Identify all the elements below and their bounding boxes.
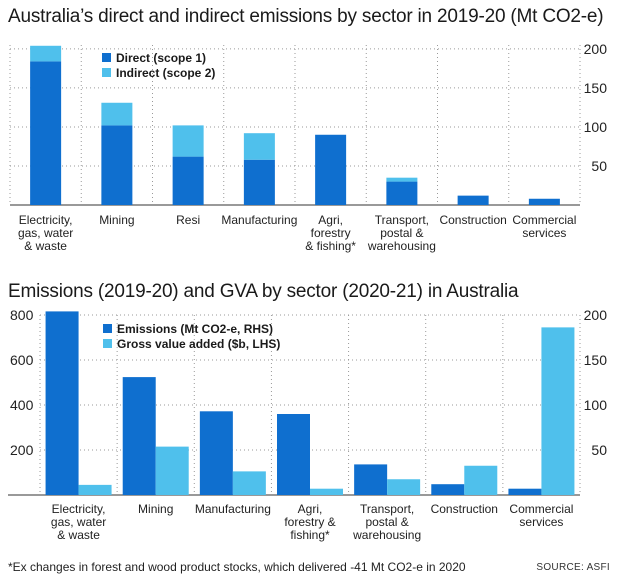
chart1-category-label: Electricity,	[19, 213, 73, 227]
chart1-category-label: Construction	[439, 213, 506, 227]
chart1-legend-swatch	[102, 53, 111, 62]
chart1-category-label: Manufacturing	[221, 213, 297, 227]
chart1-bar-indirect	[30, 45, 62, 62]
chart1-category-label: Agri,	[318, 213, 343, 227]
chart2-category-label: & waste	[57, 528, 100, 542]
chart1-bar-indirect	[101, 102, 133, 126]
chart2-right-tick-label: 100	[584, 397, 608, 413]
chart1-y-tick-label: 150	[584, 80, 608, 96]
chart2-category-label: Construction	[431, 502, 498, 516]
chart2-svg: 50 100 150 200 200 400 600 800 Electricity,gas, …	[8, 307, 608, 542]
chart2-bar-gva	[387, 479, 421, 495]
chart2-category-label: Commercial	[509, 502, 573, 516]
chart1-category-label: Commercial	[512, 213, 576, 227]
chart2-bar-gva	[310, 488, 343, 495]
chart1-bar-indirect	[386, 177, 418, 182]
chart1-y-tick-label: 100	[584, 119, 608, 135]
chart2-bar-emissions	[45, 311, 79, 495]
chart2-left-tick-label: 800	[10, 307, 34, 323]
chart1-bar-direct	[101, 125, 133, 205]
chart1-bar-indirect	[172, 125, 204, 157]
chart1-bar-direct	[30, 61, 62, 205]
chart1-bar-direct	[315, 134, 347, 205]
chart1-legend-label: Indirect (scope 2)	[116, 66, 215, 80]
chart1-category-label: forestry	[311, 226, 351, 240]
chart1-category-label: & waste	[24, 239, 67, 253]
chart2-left-tick-label: 400	[10, 397, 34, 413]
chart1-y-tick-label: 50	[591, 158, 607, 174]
chart1-category-label: warehousing	[367, 239, 436, 253]
chart1-category-label: Transport,	[375, 213, 429, 227]
chart1-bar-direct	[528, 198, 560, 205]
chart2-title: Emissions (2019-20) and GVA by sector (2…	[8, 281, 519, 302]
chart2-right-tick-label: 200	[584, 307, 608, 323]
chart2-bar-emissions	[431, 484, 465, 495]
chart2-right-tick-label: 50	[591, 442, 607, 458]
chart1-category-label: Mining	[99, 213, 134, 227]
chart1-bar-indirect	[243, 133, 275, 160]
chart1-y-tick-label: 200	[584, 41, 608, 57]
chart1-category-label: gas, water	[18, 226, 73, 240]
chart2-category-label: Electricity,	[52, 502, 106, 516]
chart2-category-label: Mining	[138, 502, 173, 516]
chart2-bar-gva	[78, 484, 112, 495]
chart2-left-tick-label: 600	[10, 352, 34, 368]
chart2-category-label: Manufacturing	[195, 502, 271, 516]
chart2-category-label: warehousing	[352, 528, 421, 542]
footnote: *Ex changes in forest and wood product s…	[8, 560, 466, 574]
chart2-bar-emissions	[277, 414, 310, 495]
chart2-bar-emissions	[122, 377, 156, 495]
chart1-category-label: & fishing*	[305, 239, 356, 253]
source-credit: SOURCE: ASFI	[536, 562, 610, 573]
chart2-bar-gva	[232, 471, 266, 495]
chart2-category-label: gas, water	[51, 515, 106, 529]
chart1-legend-label: Direct (scope 1)	[116, 51, 206, 65]
chart2-legend-swatch	[103, 324, 112, 333]
chart1-bar-direct	[386, 181, 418, 205]
chart2-category-label: Agri,	[298, 502, 323, 516]
chart1-title: Australia’s direct and indirect emission…	[8, 6, 604, 27]
chart2-legend-label: Gross value added ($b, LHS)	[117, 337, 280, 351]
chart1-category-label: postal &	[380, 226, 423, 240]
chart1-svg: 50 100 150 200 Electricity,gas, water& waste…	[9, 41, 608, 253]
chart1-category-label: Resi	[176, 213, 200, 227]
chart1-bar-direct	[172, 156, 204, 205]
chart2-bar-emissions	[199, 411, 233, 495]
chart2-bar-gva	[155, 446, 189, 495]
chart2-category-label: Transport,	[360, 502, 414, 516]
chart1-bar-direct	[457, 195, 489, 205]
chart2-bar-emissions	[508, 488, 542, 495]
chart2-category-label: postal &	[365, 515, 408, 529]
chart2-category-label: fishing*	[290, 528, 330, 542]
chart1-category-label: services	[522, 226, 566, 240]
chart2-bar-emissions	[354, 464, 388, 495]
chart2-left-tick-label: 200	[10, 442, 34, 458]
chart2-legend-label: Emissions (Mt CO2-e, RHS)	[117, 322, 273, 336]
chart2-category-label: services	[519, 515, 563, 529]
chart1-bar-direct	[243, 159, 275, 205]
chart2-bar-gva	[541, 327, 575, 495]
chart2-category-label: forestry &	[284, 515, 335, 529]
chart1-legend-swatch	[102, 68, 111, 77]
chart2-bar-gva	[464, 465, 498, 495]
chart2-right-tick-label: 150	[584, 352, 608, 368]
chart2-legend-swatch	[103, 339, 112, 348]
